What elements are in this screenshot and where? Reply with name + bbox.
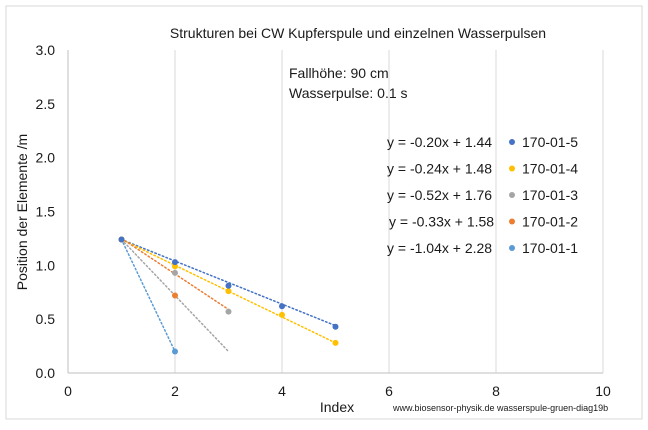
- y-tick-label: 2.0: [36, 150, 56, 166]
- annotation-pulse: Wasserpulse: 0.1 s: [289, 85, 408, 101]
- legend-marker: [509, 192, 515, 198]
- y-axis-title: Position der Elemente /m: [14, 134, 30, 290]
- legend-label: 170-01-5: [522, 134, 578, 150]
- data-point-170-01-5: [225, 282, 232, 289]
- legend-label: 170-01-4: [522, 161, 578, 177]
- legend-marker: [509, 139, 515, 145]
- y-tick-label: 0.5: [36, 311, 56, 327]
- legend-label: 170-01-2: [522, 214, 578, 230]
- grid-lines: [174, 50, 604, 373]
- axes: [67, 50, 603, 374]
- x-tick-label: 4: [278, 383, 286, 399]
- y-tick-label: 1.0: [36, 257, 56, 273]
- x-tick-labels: 0 2 4 6 8 10: [64, 383, 611, 399]
- chart-frame: [5, 5, 643, 420]
- data-point-170-01-5: [279, 303, 285, 310]
- legend-marker: [509, 245, 515, 251]
- trendline-equation: y = -0.52x + 1.76: [387, 187, 492, 203]
- legend-marker: [509, 218, 515, 225]
- data-point-170-01-4: [279, 311, 285, 318]
- data-point-170-01-2: [172, 292, 178, 299]
- legend-marker: [509, 165, 515, 172]
- y-tick-label: 0.0: [36, 365, 56, 381]
- data-point-170-01-5: [172, 259, 178, 266]
- trendline-170-01-4: [120, 238, 337, 344]
- annotation-height: Fallhöhe: 90 cm: [289, 65, 389, 81]
- trendline-equation: y = -1.04x + 2.28: [387, 240, 492, 256]
- data-point-170-01-4: [172, 263, 178, 270]
- x-tick-label: 0: [64, 383, 72, 399]
- legend-label: 170-01-3: [522, 187, 578, 203]
- x-tick-label: 10: [595, 383, 611, 399]
- data-point-170-01-3: [225, 308, 232, 315]
- legend: y = -0.20x + 1.44 170-01-5 y = -0.24x + 1.…: [387, 134, 578, 256]
- trendline-equation: y = -0.33x + 1.58: [389, 214, 494, 230]
- x-tick-label: 8: [492, 383, 500, 399]
- credit-text: www.biosensor-physik.de wasserspule-grue…: [392, 403, 608, 413]
- y-tick-label: 3.0: [36, 42, 56, 58]
- data-point-170-01-5: [332, 323, 339, 330]
- y-tick-label: 2.5: [36, 96, 56, 112]
- data-point-170-01-4: [225, 288, 232, 295]
- x-tick-label: 2: [171, 383, 179, 399]
- data-point-170-01-4: [332, 339, 339, 346]
- x-tick-label: 6: [385, 383, 393, 399]
- trendline-170-01-5: [120, 238, 337, 327]
- data-point-170-01-3: [172, 269, 178, 276]
- trendline-170-01-1: [120, 238, 176, 353]
- trendline-equation: y = -0.20x + 1.44: [387, 134, 492, 150]
- legend-label: 170-01-1: [522, 240, 578, 256]
- y-tick-labels: 0.0 0.5 1.0 1.5 2.0 2.5 3.0: [36, 42, 56, 381]
- x-axis-title: Index: [320, 399, 354, 415]
- chart-title: Strukturen bei CW Kupferspule und einzel…: [170, 25, 546, 41]
- data-point-170-01-5: [118, 236, 125, 243]
- y-tick-label: 1.5: [36, 204, 56, 220]
- trendline-equation: y = -0.24x + 1.48: [387, 161, 492, 177]
- data-point-170-01-1: [172, 348, 178, 355]
- data-points: [118, 236, 339, 355]
